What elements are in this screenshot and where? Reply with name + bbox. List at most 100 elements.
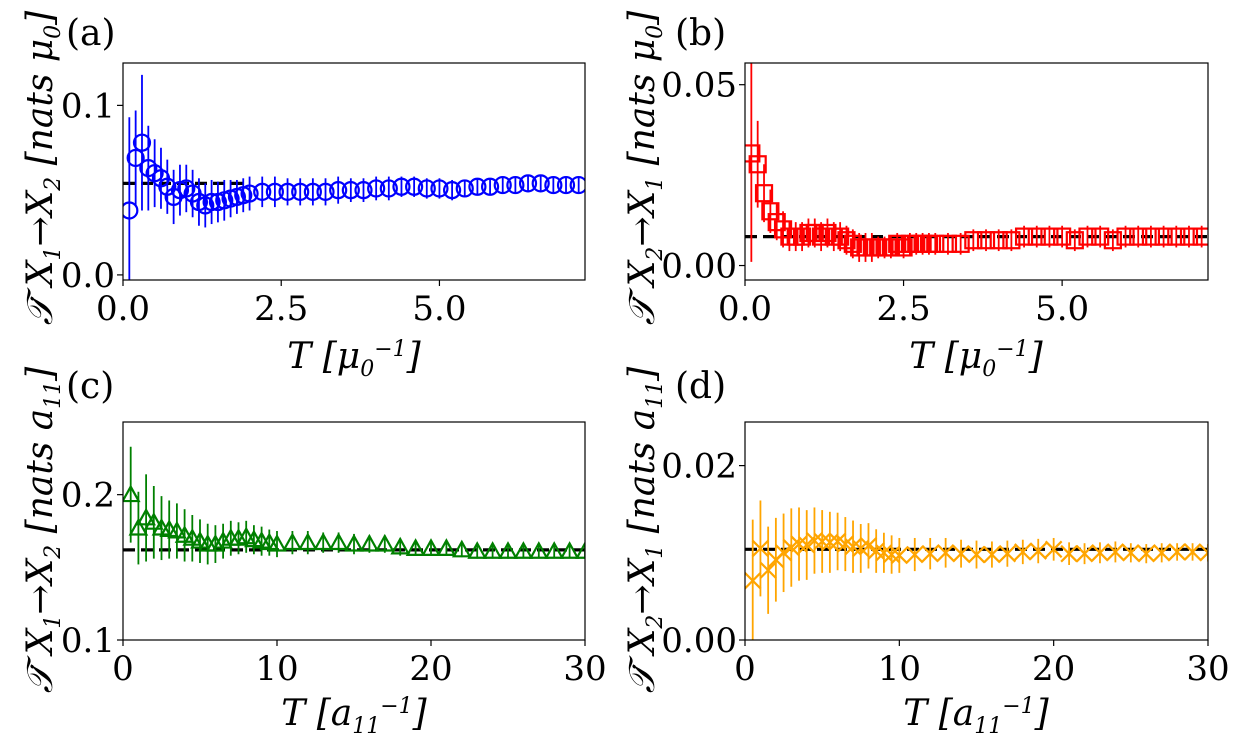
data-point xyxy=(482,541,503,559)
data-point xyxy=(405,538,426,556)
data-point xyxy=(316,182,335,201)
data-point xyxy=(774,544,793,562)
data-point xyxy=(1065,231,1084,250)
panel-label: (c) xyxy=(66,366,114,407)
x-tick-label: 0.0 xyxy=(96,289,150,329)
data-point xyxy=(882,545,901,564)
data-point xyxy=(989,231,1008,250)
data-point xyxy=(881,238,900,257)
y-tick-label: 0.05 xyxy=(661,66,737,106)
x-tick-label: 0 xyxy=(734,649,756,689)
x-tick-label: 10 xyxy=(255,649,298,689)
data-point xyxy=(1199,544,1208,562)
data-point xyxy=(513,541,534,559)
data-point xyxy=(888,234,907,253)
y-axis-label: 𝒯̇ X2→X1 [nats a11] xyxy=(622,366,668,693)
data-point xyxy=(1183,543,1202,561)
data-point xyxy=(1122,544,1140,562)
data-point xyxy=(468,177,487,196)
data-point xyxy=(1002,231,1021,250)
data-point xyxy=(328,532,349,551)
data-point xyxy=(379,179,398,198)
data-point xyxy=(976,231,996,250)
data-point xyxy=(544,175,563,195)
data-point xyxy=(359,533,380,552)
data-point xyxy=(467,541,488,559)
x-tick-label: 20 xyxy=(1032,649,1075,689)
y-axis-label: 𝒯̇ X1→X2 [nats a11] xyxy=(20,366,66,693)
data-point xyxy=(805,223,824,243)
data-point xyxy=(1106,543,1125,561)
data-point xyxy=(751,539,770,558)
data-point xyxy=(455,179,474,198)
data-point xyxy=(126,148,145,168)
data-point xyxy=(498,541,518,559)
data-point xyxy=(805,531,824,550)
data-point xyxy=(506,175,525,195)
data-point xyxy=(951,234,970,253)
data-point xyxy=(213,530,233,549)
axes-frame xyxy=(744,62,1209,281)
panel-label: (a) xyxy=(66,13,116,54)
data-point xyxy=(1060,544,1078,563)
data-point xyxy=(1152,544,1171,562)
x-axis-label: T [μ0−1] xyxy=(909,336,1043,382)
data-point xyxy=(303,182,322,201)
data-point xyxy=(265,182,284,201)
x-tick-label: 10 xyxy=(878,649,921,689)
data-point xyxy=(761,202,780,221)
data-point xyxy=(1078,227,1097,246)
data-point xyxy=(1179,227,1199,246)
x-tick-label: 2.5 xyxy=(254,289,308,329)
panel-label: (d) xyxy=(675,366,726,407)
data-point xyxy=(559,541,580,559)
data-point xyxy=(436,538,457,556)
y-tick-label: 0.00 xyxy=(661,621,737,661)
data-point xyxy=(569,175,585,195)
data-point xyxy=(392,177,411,196)
x-tick-label: 5.0 xyxy=(412,289,466,329)
data-point xyxy=(174,525,195,543)
data-point xyxy=(493,175,512,195)
x-tick-label: 0.0 xyxy=(718,289,772,329)
data-point xyxy=(905,545,924,564)
y-tick-label: 0.1 xyxy=(61,86,115,126)
data-point xyxy=(1040,227,1059,246)
data-point xyxy=(240,184,259,203)
data-point xyxy=(374,533,395,552)
data-point xyxy=(123,484,141,503)
data-point xyxy=(405,177,424,196)
data-point xyxy=(442,181,462,200)
x-tick-label: 0 xyxy=(112,649,134,689)
data-point xyxy=(818,223,837,243)
data-point xyxy=(236,526,257,545)
data-point xyxy=(1168,543,1186,561)
data-point xyxy=(983,545,1001,564)
data-point xyxy=(451,539,472,558)
data-point xyxy=(952,544,970,563)
data-point xyxy=(1014,227,1034,246)
plot-area xyxy=(123,74,585,280)
axes-frame xyxy=(122,62,586,281)
panel-label: (b) xyxy=(675,13,726,54)
plot-area xyxy=(123,446,585,565)
data-point xyxy=(748,155,767,174)
data-point xyxy=(1027,227,1046,246)
data-point xyxy=(205,533,226,552)
data-point xyxy=(998,544,1017,563)
data-point xyxy=(278,182,297,201)
data-point xyxy=(531,174,550,193)
panel-b: 0.0 2.5 5.0 0.00 0.05 (b) T [μ0−1] 𝒯̇ X2→X1 [na… xyxy=(622,10,1209,382)
data-point xyxy=(843,234,862,253)
data-point xyxy=(282,532,303,551)
y-tick-label: 0.1 xyxy=(61,621,115,661)
y-tick-label: 0.2 xyxy=(61,476,115,516)
data-point xyxy=(790,535,808,553)
data-point xyxy=(143,512,164,530)
data-point xyxy=(1053,227,1072,246)
data-point xyxy=(967,545,986,564)
plot-area xyxy=(745,63,1208,262)
data-point xyxy=(341,181,360,200)
x-tick-label: 30 xyxy=(563,649,606,689)
panel-a: 0.0 2.5 5.0 0.0 0.1 (a) T [μ0−1] 𝒯̇ X1→X2 [nats… xyxy=(20,10,586,382)
